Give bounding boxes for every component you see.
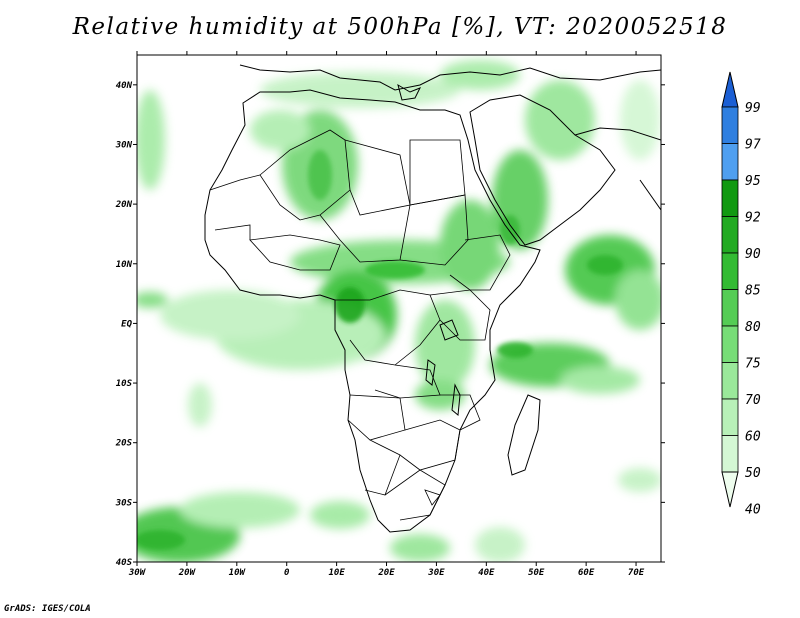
humidity-field (137, 60, 661, 562)
colorbar-segment (721, 362, 739, 400)
colorbar-label: 80 (745, 320, 761, 335)
y-tick-label: EQ (121, 319, 132, 329)
y-tick-label: 10S (116, 379, 133, 389)
x-tick-label: 30E (427, 568, 445, 578)
colorbar-label: 99 (745, 101, 761, 116)
colorbar-segment (721, 325, 739, 363)
x-tick-label: 10W (229, 568, 247, 578)
y-tick-label: 20N (115, 200, 133, 210)
y-axis: 40N 30N 20N 10N EQ 10S 20S 30S 40S (115, 81, 665, 568)
colorbar-label: 92 (745, 211, 761, 226)
colorbar-segment (721, 106, 739, 144)
colorbar-label: 97 (745, 138, 761, 153)
moist-area-mediterranean (260, 72, 460, 108)
colorbar-label: 95 (745, 174, 761, 189)
x-tick-label: 20W (178, 568, 197, 578)
x-tick-label: 20E (377, 568, 395, 578)
map-frame (136, 54, 662, 563)
colorbar-segment (721, 179, 739, 217)
x-axis: 30W 20W 10W 0 10E 20E 30E 40E 50E 60E 70E (128, 51, 645, 578)
colorbar-segment (721, 289, 739, 327)
colorbar-top-arrow (721, 71, 739, 108)
colorbar-segment (721, 435, 739, 473)
colorbar-label: 40 (745, 503, 761, 518)
colorbar-segment (721, 216, 739, 254)
x-tick-label: 60E (578, 568, 595, 578)
colorbar-segment (721, 252, 739, 290)
y-tick-label: 10N (116, 260, 133, 270)
y-tick-label: 40N (116, 81, 133, 91)
colorbar-label: 90 (745, 247, 761, 262)
colorbar-label: 85 (745, 284, 761, 299)
moist-area-gulf-of-guinea (160, 290, 300, 340)
y-tick-label: 20S (115, 439, 133, 449)
x-tick-label: 70E (628, 568, 645, 578)
colorbar-label: 60 (745, 430, 761, 445)
credit-text: GrADS: IGES/COLA (4, 604, 91, 614)
x-tick-label: 40E (478, 568, 495, 578)
country-borders (209, 129, 511, 521)
colorbar: 99 97 95 92 90 85 80 75 70 60 50 40 (721, 71, 761, 518)
colorbar-label: 50 (745, 466, 761, 481)
y-tick-label: 30S (115, 498, 133, 508)
x-tick-label: 10E (328, 568, 345, 578)
colorbar-segment (721, 143, 739, 181)
moist-area-east-africa-lakes (415, 300, 475, 390)
map-title: Relative humidity at 500hPa [%], VT: 202… (72, 14, 728, 40)
colorbar-label: 75 (745, 357, 761, 372)
colorbar-segment (721, 398, 739, 436)
moist-area-ethiopian-highlands (440, 200, 500, 290)
y-tick-label: 30N (115, 140, 133, 150)
x-tick-label: 0 (284, 568, 290, 578)
colorbar-bottom-arrow (721, 471, 739, 508)
colorbar-label: 70 (745, 393, 761, 408)
x-tick-label: 50E (528, 568, 545, 578)
x-tick-label: 30W (128, 568, 147, 578)
y-tick-label: 40S (116, 558, 133, 568)
